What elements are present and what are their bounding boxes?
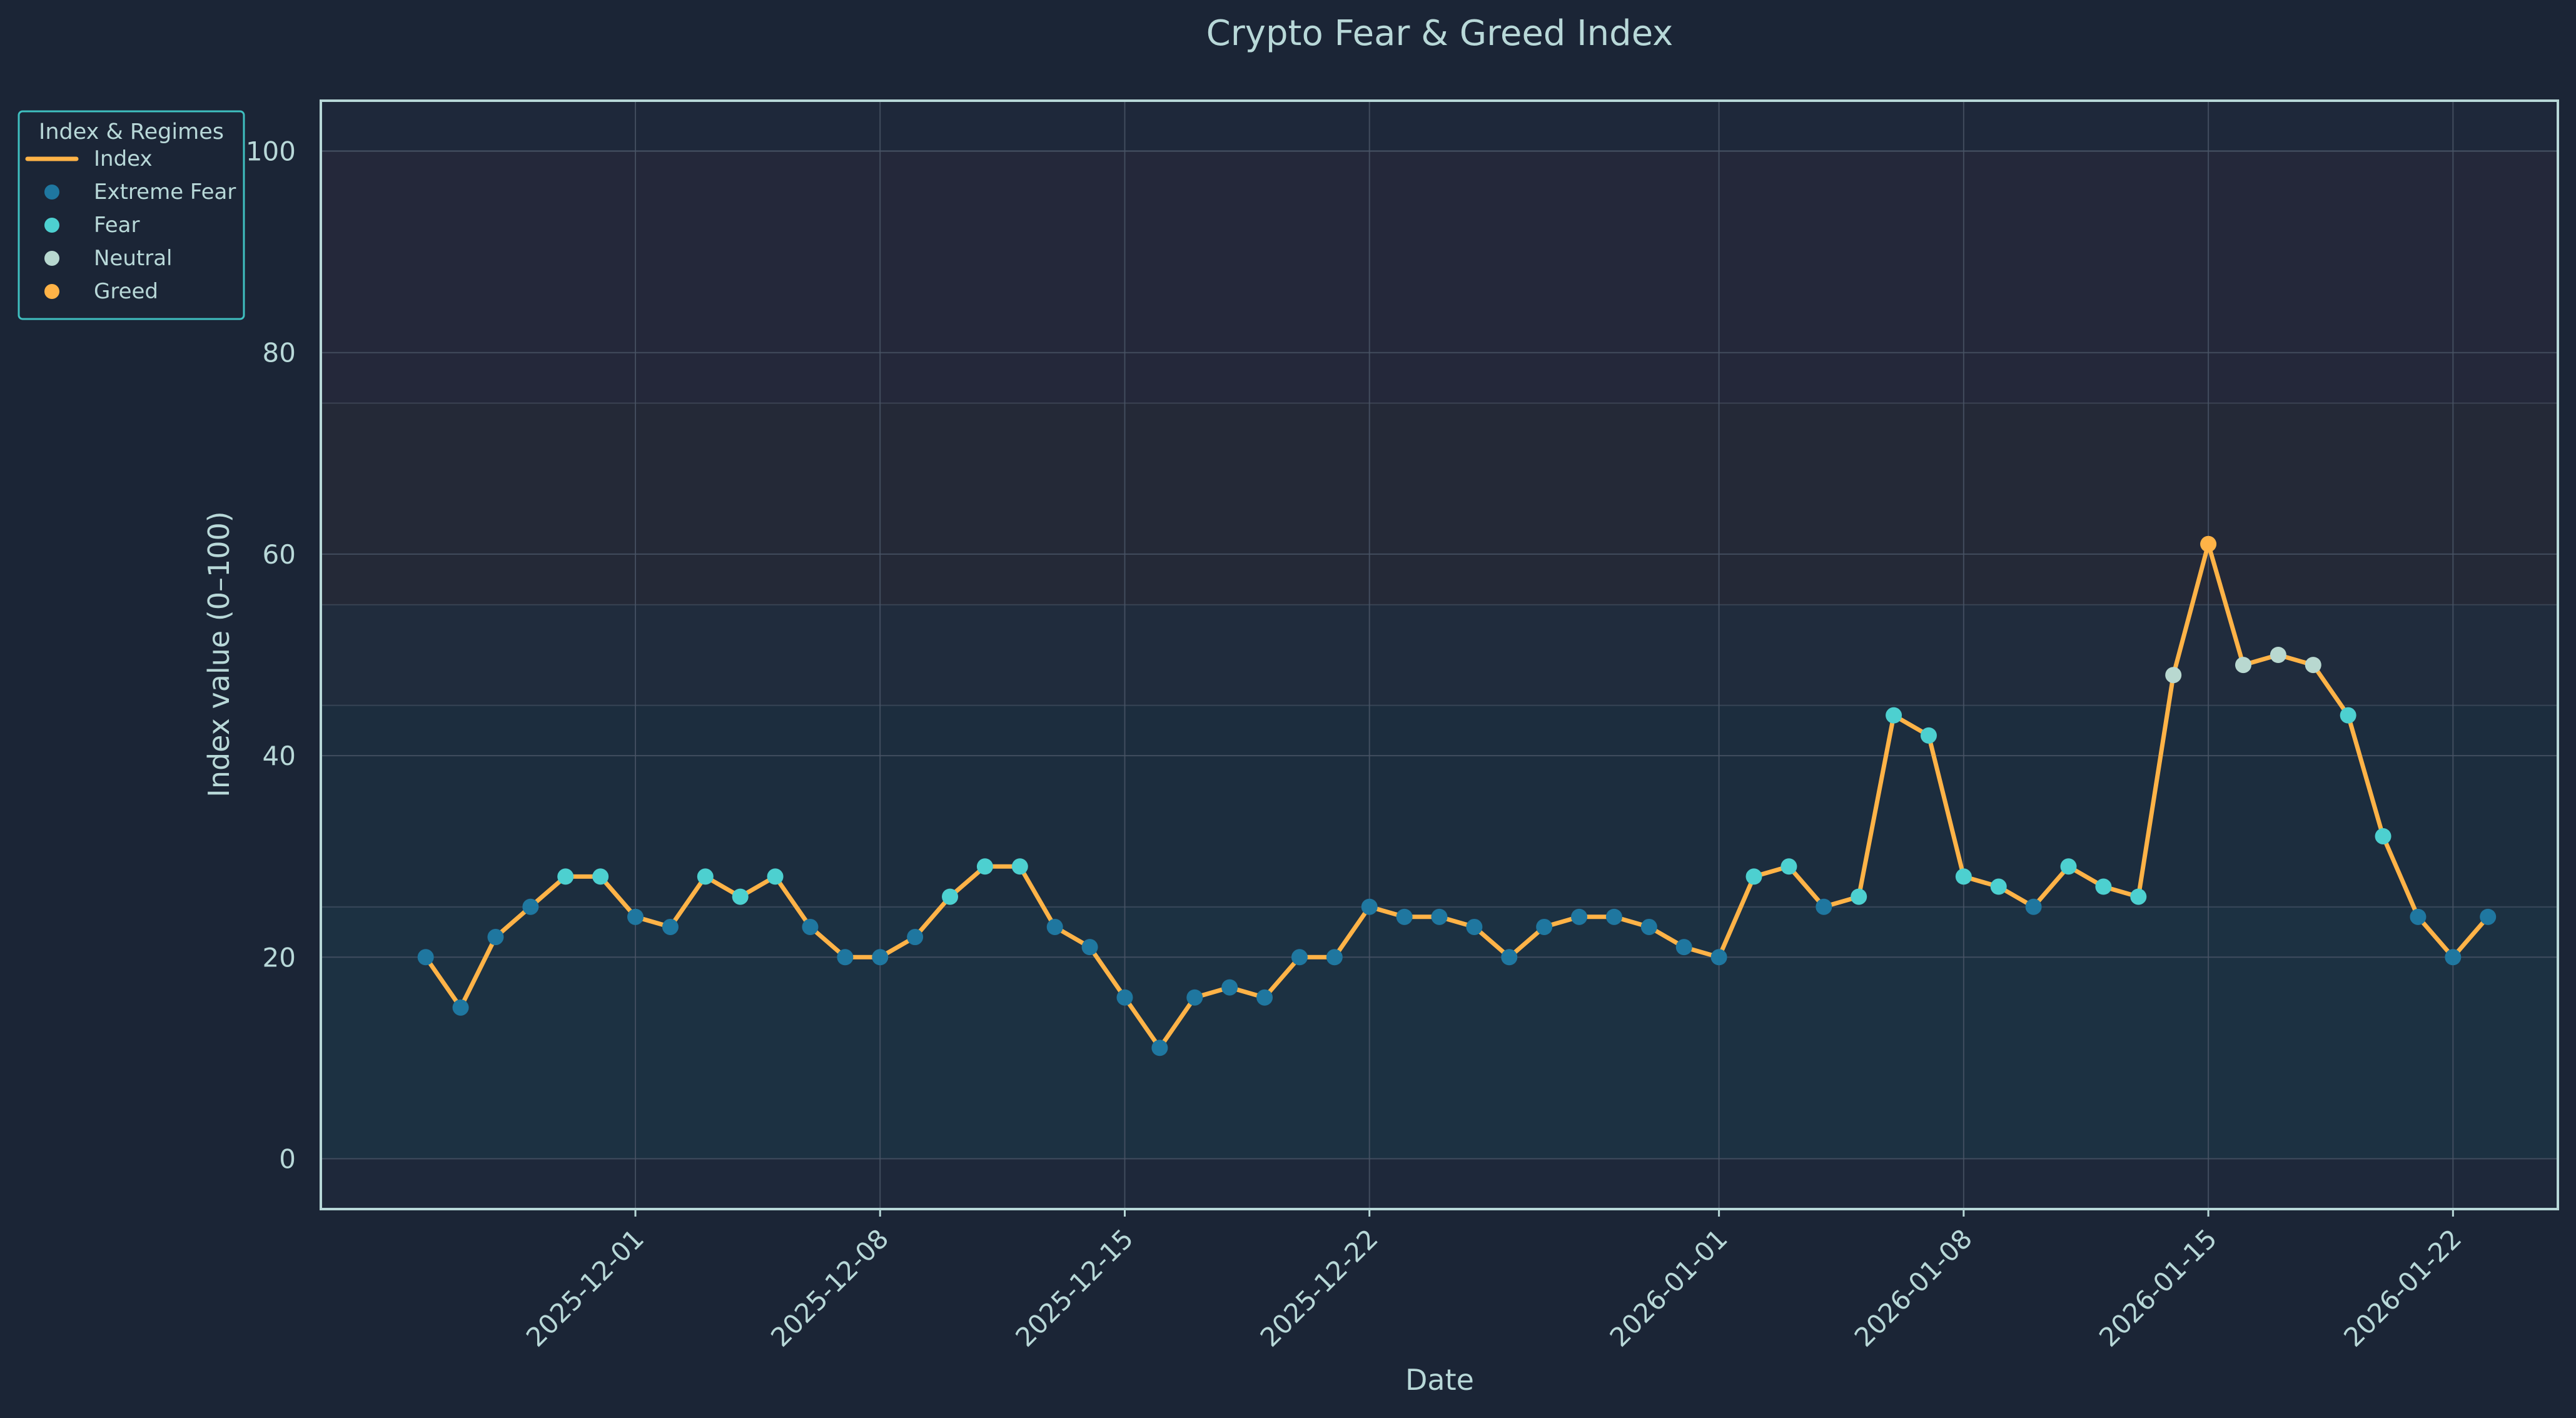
legend-label-fear: Fear <box>94 213 139 238</box>
data-point-extreme-fear <box>1221 979 1238 996</box>
data-point-extreme-fear <box>2445 949 2462 966</box>
data-point-extreme-fear <box>522 898 539 915</box>
legend-items: Index Extreme Fear Fear Neutral Greed <box>25 146 236 304</box>
regime-band-greed <box>321 403 2558 605</box>
data-point-fear <box>1990 878 2007 895</box>
regime-band-extreme-greed <box>321 151 2558 403</box>
legend-title: Index & Regimes <box>39 119 224 144</box>
legend-swatch-greed <box>44 284 59 299</box>
data-point-fear <box>1851 888 1867 905</box>
data-point-extreme-fear <box>1256 989 1273 1006</box>
data-point-fear <box>592 868 609 885</box>
data-point-fear <box>1780 858 1797 875</box>
y-tick-label: 80 <box>263 338 296 368</box>
data-point-fear <box>1886 707 1902 724</box>
data-point-fear <box>1745 868 1762 885</box>
data-point-extreme-fear <box>2480 908 2497 925</box>
data-point-fear <box>1955 868 1972 885</box>
y-tick-label: 20 <box>263 942 296 973</box>
data-point-extreme-fear <box>2025 898 2042 915</box>
data-point-extreme-fear <box>1501 949 1518 966</box>
data-point-fear <box>2375 828 2392 844</box>
data-point-extreme-fear <box>1361 898 1378 915</box>
data-point-extreme-fear <box>1605 908 1622 925</box>
data-point-extreme-fear <box>1291 949 1308 966</box>
data-point-extreme-fear <box>487 929 504 946</box>
data-point-extreme-fear <box>1675 939 1692 956</box>
data-point-neutral <box>2305 657 2321 674</box>
data-point-fear <box>1011 858 1028 875</box>
data-point-neutral <box>2165 667 2182 684</box>
data-point-extreme-fear <box>1536 918 1553 935</box>
regime-band-extreme-fear <box>321 906 2558 1159</box>
data-point-extreme-fear <box>1431 908 1448 925</box>
legend-label-extreme-fear: Extreme Fear <box>94 180 236 205</box>
y-axis-label: Index value (0–100) <box>202 511 236 797</box>
data-point-extreme-fear <box>1710 949 1727 966</box>
legend-label-greed: Greed <box>94 279 158 304</box>
regime-bands <box>321 101 2558 1209</box>
y-tick-label: 0 <box>279 1143 296 1174</box>
data-point-fear <box>1920 727 1937 744</box>
chart-title: Crypto Fear & Greed Index <box>1206 13 1674 54</box>
data-point-fear <box>976 858 993 875</box>
y-tick-label: 40 <box>263 741 296 771</box>
data-point-extreme-fear <box>1396 908 1413 925</box>
data-point-extreme-fear <box>872 949 889 966</box>
data-point-extreme-fear <box>1816 898 1832 915</box>
data-point-fear <box>2060 858 2077 875</box>
data-point-extreme-fear <box>1571 908 1588 925</box>
data-point-greed <box>2200 535 2217 552</box>
data-point-neutral <box>2235 657 2251 674</box>
legend-swatch-extreme-fear <box>44 185 59 200</box>
y-tick-label: 100 <box>246 136 296 167</box>
data-point-extreme-fear <box>627 908 644 925</box>
data-point-fear <box>767 868 784 885</box>
data-point-extreme-fear <box>1081 939 1098 956</box>
y-tick-label: 60 <box>263 539 296 570</box>
legend-label-neutral: Neutral <box>94 246 173 271</box>
data-point-fear <box>2340 707 2356 724</box>
data-point-extreme-fear <box>1151 1040 1168 1056</box>
data-point-extreme-fear <box>1326 949 1343 966</box>
data-point-extreme-fear <box>907 929 924 946</box>
data-point-extreme-fear <box>802 918 819 935</box>
data-points <box>417 535 2497 1056</box>
data-point-extreme-fear <box>417 949 434 966</box>
x-axis-label: Date <box>1405 1363 1474 1397</box>
regime-band-neutral <box>321 604 2558 706</box>
data-point-neutral <box>2270 647 2286 663</box>
legend-swatch-fear <box>44 218 59 233</box>
data-point-extreme-fear <box>2410 908 2427 925</box>
data-point-extreme-fear <box>452 999 469 1016</box>
plot-frame <box>320 99 2559 1210</box>
data-point-extreme-fear <box>662 918 679 935</box>
legend-swatch-neutral <box>44 251 59 266</box>
data-point-fear <box>732 888 749 905</box>
grid <box>321 101 2558 1209</box>
legend-label-index: Index <box>94 146 153 171</box>
data-point-fear <box>557 868 574 885</box>
data-point-extreme-fear <box>1116 989 1133 1006</box>
data-point-extreme-fear <box>1640 918 1657 935</box>
y-axis-ticks: 0 20 40 60 80 100 <box>246 136 296 1175</box>
data-point-extreme-fear <box>1186 989 1203 1006</box>
data-point-extreme-fear <box>837 949 854 966</box>
data-point-fear <box>942 888 959 905</box>
data-point-fear <box>697 868 714 885</box>
data-point-extreme-fear <box>1046 918 1063 935</box>
regime-band-fear <box>321 705 2558 907</box>
data-point-fear <box>2130 888 2147 905</box>
legend-box <box>18 110 245 320</box>
legend: Index & Regimes Index Extreme Fear Fear Neu… <box>18 110 245 320</box>
data-point-extreme-fear <box>1466 918 1483 935</box>
data-point-fear <box>2095 878 2112 895</box>
